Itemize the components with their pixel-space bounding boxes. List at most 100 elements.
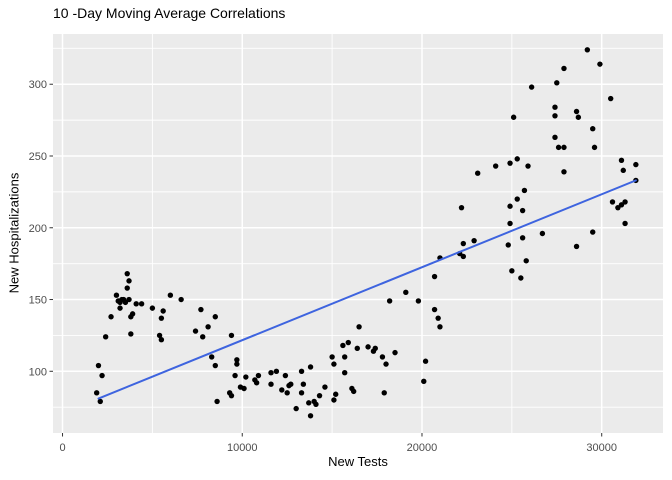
data-point [241,385,247,392]
data-point [460,253,467,260]
data-point [350,388,357,395]
data-point [521,187,528,194]
data-point [622,199,628,205]
data-point [607,95,614,102]
data-point [95,362,102,369]
data-point [167,292,174,298]
data-point [575,114,582,120]
data-point [253,380,260,386]
data-point [379,354,386,360]
data-point [431,306,438,313]
data-point [342,370,348,376]
data-point [331,361,337,367]
data-point [126,296,132,303]
data-point [505,242,511,248]
data-point [622,220,628,227]
data-point [552,113,558,119]
data-point [307,413,314,419]
data-point [372,345,378,352]
y-tick-label: 100 [29,366,47,378]
data-point [519,235,526,241]
data-point [333,391,339,397]
data-point [234,361,240,367]
data-point [561,65,567,72]
data-point [528,84,535,90]
x-tick-label: 20000 [407,442,438,454]
data-point [149,305,156,311]
data-point [178,296,184,303]
y-tick-label: 250 [29,151,47,163]
data-point [437,324,443,330]
data-point [316,392,323,399]
y-tick-label: 300 [29,79,47,91]
data-point [156,332,163,339]
data-point [514,196,520,202]
data-point [381,390,387,396]
data-point [293,405,299,412]
data-point [192,328,199,334]
data-point [471,237,477,244]
data-point [340,342,346,349]
data-point [615,204,621,211]
data-point [561,169,567,175]
data-point [597,61,603,67]
data-point [342,354,348,360]
y-axis-label: New Hospitalizations [6,172,22,294]
data-point [609,199,616,205]
data-point [273,368,280,374]
data-point [205,324,211,330]
data-point [158,337,165,343]
data-point [313,401,319,407]
data-point [268,381,274,387]
data-point [561,144,567,151]
data-point [243,374,249,380]
data-point [474,170,481,176]
data-point [554,80,560,86]
data-point [307,364,314,370]
data-point [99,372,105,379]
data-point [415,298,422,304]
data-point [138,301,145,307]
data-point [573,243,580,250]
data-point [507,220,513,227]
data-point [128,331,134,337]
data-point [356,324,362,330]
data-point [279,387,285,393]
data-point [117,305,123,311]
data-point [518,275,524,281]
data-point [509,268,515,274]
data-point [93,390,100,396]
data-point [129,311,136,317]
data-point [158,315,165,321]
data-point [523,258,529,264]
data-point [525,163,531,169]
data-point [329,354,335,360]
data-point [234,357,240,363]
data-point [618,157,625,164]
data-point [124,270,130,277]
data-point [431,273,438,280]
x-tick-label: 0 [59,442,65,454]
data-point [232,372,238,379]
data-point [618,202,625,208]
data-point [298,390,305,396]
y-tick-label: 200 [29,223,47,235]
data-point [514,156,520,162]
x-axis-label: New Tests [328,454,388,469]
data-point [633,161,639,168]
data-point [300,381,307,387]
data-point [365,344,371,350]
data-point [555,144,562,151]
data-point [200,334,206,340]
data-point [590,229,596,235]
data-point [590,126,596,132]
data-point [552,134,558,141]
data-point [552,104,558,110]
data-point [539,230,546,237]
data-point [492,163,499,169]
data-point [584,47,591,53]
data-point [510,114,517,120]
data-point [133,301,139,307]
data-point [126,278,132,284]
